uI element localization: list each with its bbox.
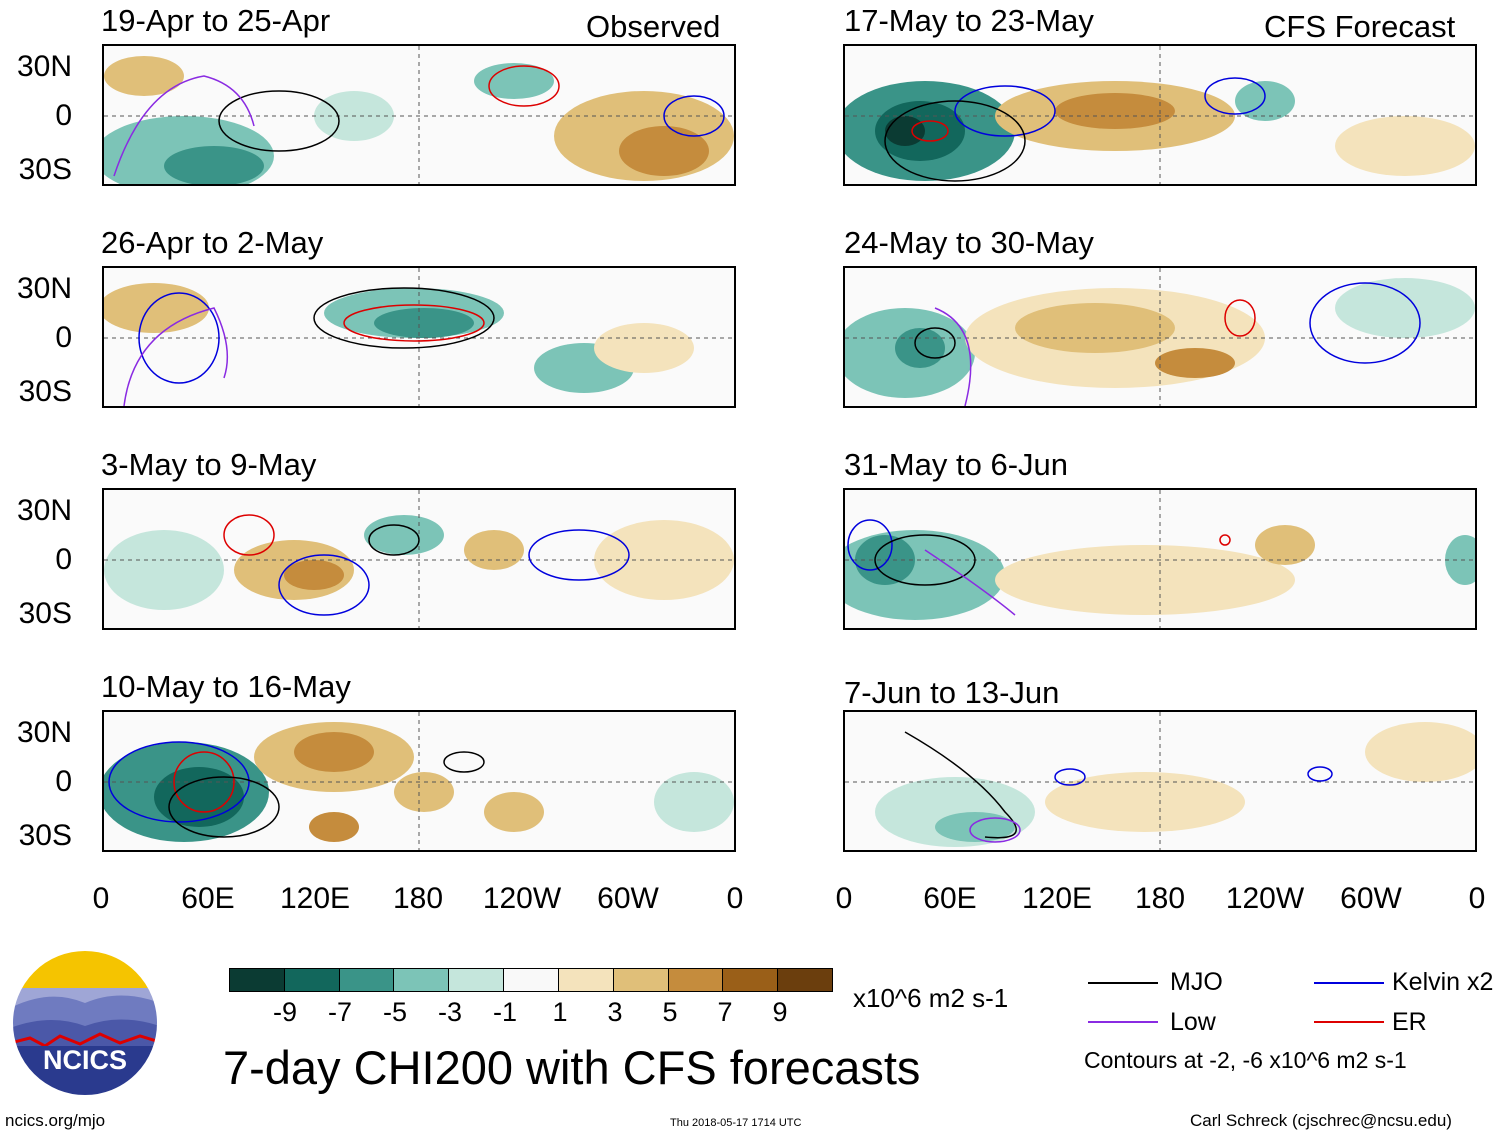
colorbar-swatch-8 [668,969,724,991]
forecast-label: CFS Forecast [1264,9,1456,44]
panel-title-6: 24-May to 30-May [844,225,1094,260]
colorbar-swatch-0 [230,969,285,991]
footer-credit: Carl Schreck (cjschrec@ncsu.edu) [1190,1111,1452,1130]
footer-timestamp: Thu 2018-05-17 1714 UTC [670,1117,802,1129]
panel-title-5: 17-May to 23-May [844,3,1094,38]
colorbar-tick: 5 [662,997,678,1027]
lat-30n-3: 30N [16,494,72,527]
map-panel-7 [843,488,1477,630]
lat-30s-3: 30S [18,597,72,630]
colorbar-swatch-4 [449,969,505,991]
legend-mjo-line [1088,982,1158,984]
legend-er-label: ER [1392,1008,1427,1036]
colorbar-tick: -5 [382,997,407,1027]
lat-eq-4: 0 [55,765,72,798]
colorbar-swatch-3 [394,969,450,991]
panel-title-8: 7-Jun to 13-Jun [844,675,1060,710]
observed-label: Observed [586,9,721,44]
ncics-logo: NCICS [10,948,160,1098]
lon-label-120e-right: 120E [1021,882,1093,915]
colorbar-tick: -1 [492,997,517,1027]
lon-label-60e-right: 60E [923,882,977,915]
panel-title-2: 26-Apr to 2-May [101,225,324,260]
colorbar-tick: 9 [772,997,788,1027]
lon-label-120w: 120W [482,882,562,915]
panel-title-3: 3-May to 9-May [101,447,317,482]
panel-title-7: 31-May to 6-Jun [844,447,1068,482]
colorbar [229,968,833,992]
colorbar-swatch-6 [558,969,614,991]
colorbar-tick: 1 [552,997,568,1027]
lon-label-60e: 60E [181,882,235,915]
lat-30s-1: 30S [18,153,72,186]
lon-label-360: 0 [726,882,744,915]
lon-label-180: 180 [392,882,444,915]
colorbar-swatch-10 [778,969,832,991]
colorbar-tick: 7 [717,997,733,1027]
legend-low-label: Low [1170,1008,1216,1036]
colorbar-swatch-2 [339,969,395,991]
colorbar-tick: -3 [437,997,462,1027]
lon-label-120e: 120E [279,882,351,915]
footer-url[interactable]: ncics.org/mjo [5,1111,106,1130]
colorbar-tick: -7 [327,997,352,1027]
colorbar-swatch-9 [723,969,779,991]
lat-30s-2: 30S [18,375,72,408]
colorbar-swatch-5 [504,969,559,991]
lat-30n-2: 30N [16,272,72,305]
colorbar-units: x10^6 m2 s-1 [853,983,1009,1013]
lon-label-60w: 60W [597,882,659,915]
colorbar-tick: 3 [607,997,623,1027]
lat-30n-1: 30N [16,50,72,83]
panel-title-4: 10-May to 16-May [101,669,351,704]
main-title: 7-day CHI200 with CFS forecasts [223,1041,921,1094]
legend-mjo-label: MJO [1170,968,1223,996]
lat-eq-2: 0 [55,321,72,354]
map-panel-1 [102,44,736,186]
map-panel-4 [102,710,736,852]
legend-kelvin-label: Kelvin x2 [1392,968,1494,996]
colorbar-swatch-1 [284,969,340,991]
colorbar-tick: -9 [272,997,297,1027]
lon-label-0-right: 0 [835,882,853,915]
lat-eq-3: 0 [55,543,72,576]
colorbar-swatch-7 [613,969,669,991]
lon-label-60w-right: 60W [1340,882,1402,915]
map-panel-5 [843,44,1477,186]
map-panel-8 [843,710,1477,852]
map-panel-3 [102,488,736,630]
contours-note: Contours at -2, -6 x10^6 m2 s-1 [1084,1047,1407,1073]
lon-label-180-right: 180 [1134,882,1186,915]
map-panel-6 [843,266,1477,408]
legend-er-line [1314,1021,1384,1023]
legend-kelvin-line [1314,982,1384,984]
panel-title-1: 19-Apr to 25-Apr [101,3,331,38]
lat-30n-4: 30N [16,716,72,749]
lat-30s-4: 30S [18,819,72,852]
lon-label-120w-right: 120W [1225,882,1305,915]
map-panel-2 [102,266,736,408]
logo-text: NCICS [42,1045,127,1075]
lon-label-0: 0 [92,882,110,915]
legend-low-line [1088,1021,1158,1023]
lat-eq-1: 0 [55,99,72,132]
lon-label-360-right: 0 [1468,882,1486,915]
